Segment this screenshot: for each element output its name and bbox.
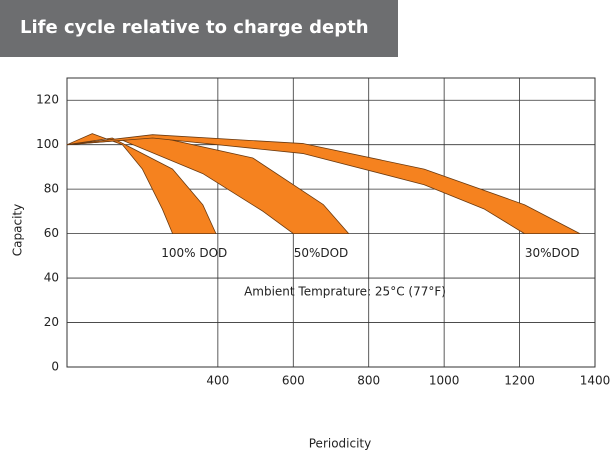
x-tick-label: 800 — [357, 374, 380, 388]
series-label: 30%DOD — [525, 246, 580, 260]
y-tick-label: 40 — [44, 271, 59, 285]
life-band — [66, 135, 350, 235]
title-banner — [0, 0, 398, 57]
x-tick-label: 1000 — [429, 374, 460, 388]
y-tick-label: 0 — [51, 360, 59, 374]
chart-title: Life cycle relative to charge depth — [20, 17, 369, 38]
x-tick-label: 1400 — [580, 374, 611, 388]
series-label: 50%DOD — [294, 246, 349, 260]
y-tick-label: 80 — [44, 182, 59, 196]
x-axis-label: Periodicity — [309, 437, 372, 451]
y-tick-label: 20 — [44, 315, 59, 329]
y-tick-label: 100 — [36, 137, 59, 151]
y-tick-label: 60 — [44, 226, 59, 240]
y-tick-label: 120 — [36, 93, 59, 107]
life-band — [66, 134, 581, 235]
y-axis-label: Capacity — [11, 204, 25, 256]
x-tick-label: 600 — [282, 374, 305, 388]
x-tick-label: 1200 — [504, 374, 535, 388]
annotation: Ambient Temprature: 25°C (77°F) — [244, 285, 446, 299]
x-tick-label: 400 — [206, 374, 229, 388]
series-label: 100% DOD — [161, 246, 227, 260]
